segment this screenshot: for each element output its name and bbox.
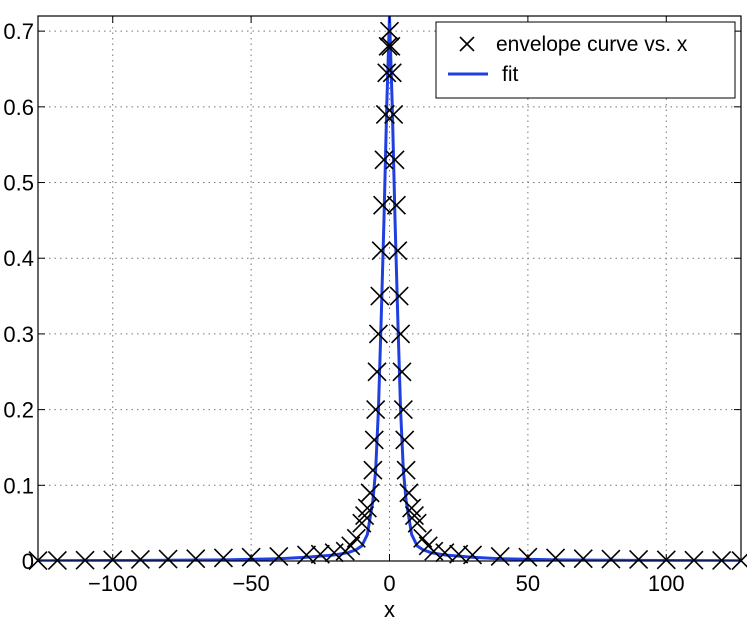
envelope-point (269, 546, 289, 567)
envelope-point (364, 430, 384, 450)
envelope-point (363, 460, 383, 480)
envelope-point (213, 548, 234, 568)
envelope-point (381, 36, 401, 56)
envelope-point (382, 63, 402, 83)
y-tick-label: 0.4 (3, 246, 34, 271)
y-tick-label: 0.2 (3, 398, 34, 423)
y-tick-label: 0.6 (3, 95, 34, 120)
envelope-point (391, 324, 411, 344)
legend-marker-x-icon (459, 36, 475, 52)
y-tick-label: 0 (22, 549, 34, 574)
envelope-point (386, 195, 406, 215)
envelope-point (402, 498, 422, 518)
envelope-point (75, 550, 95, 570)
envelope-point (371, 241, 391, 261)
x-tick-labels: −100 −50 0 50 100 (88, 571, 685, 596)
x-tick-label: −50 (232, 571, 269, 596)
envelope-point (393, 400, 413, 420)
y-tick-label: 0.7 (3, 19, 34, 44)
fit-line (38, 16, 741, 561)
envelope-point (367, 362, 387, 382)
envelope-point (375, 104, 395, 124)
envelope-point (366, 400, 386, 420)
envelope-point (130, 549, 150, 570)
envelope-point (355, 506, 375, 526)
x-tick-label: 50 (516, 571, 540, 596)
legend-label-envelope: envelope curve vs. x (496, 33, 688, 56)
envelope-point (379, 21, 400, 41)
envelope-point (684, 550, 704, 570)
x-axis-label: x (384, 597, 395, 622)
x-tick-label: 0 (383, 571, 395, 596)
series-fit (38, 16, 741, 561)
envelope-point (186, 549, 206, 569)
envelope-point (377, 63, 397, 83)
envelope-point (389, 286, 409, 306)
y-tick-label: 0.3 (3, 322, 34, 347)
envelope-point (573, 549, 593, 569)
envelope-point (368, 324, 388, 344)
x-tick-label: 100 (648, 571, 685, 596)
y-tick-labels: 0 0.1 0.2 0.3 0.4 0.5 0.6 0.7 (3, 19, 34, 574)
tick-marks (38, 16, 741, 562)
envelope-point (601, 549, 621, 569)
envelope-point (404, 506, 424, 526)
x-tick-label: −100 (88, 571, 138, 596)
envelope-point (373, 195, 393, 215)
envelope-point (490, 546, 510, 567)
legend-box (435, 21, 736, 99)
legend: envelope curve vs. x fit (435, 21, 736, 99)
envelope-point (352, 513, 372, 533)
envelope-point (545, 548, 566, 568)
envelope-point (392, 362, 412, 382)
legend-label-fit: fit (502, 63, 519, 86)
envelope-point (158, 549, 178, 569)
y-tick-label: 0.5 (3, 171, 34, 196)
y-tick-label: 0.1 (3, 473, 34, 498)
envelope-point (388, 241, 408, 261)
envelope-point (407, 513, 427, 533)
envelope-point (395, 430, 415, 450)
envelope-point (629, 549, 649, 570)
envelope-point (378, 36, 398, 56)
envelope-point (370, 286, 390, 306)
envelope-point (384, 104, 404, 124)
envelope-point (385, 150, 405, 170)
envelope-point (360, 483, 380, 503)
envelope-point (346, 528, 366, 548)
envelope-point (396, 460, 416, 480)
